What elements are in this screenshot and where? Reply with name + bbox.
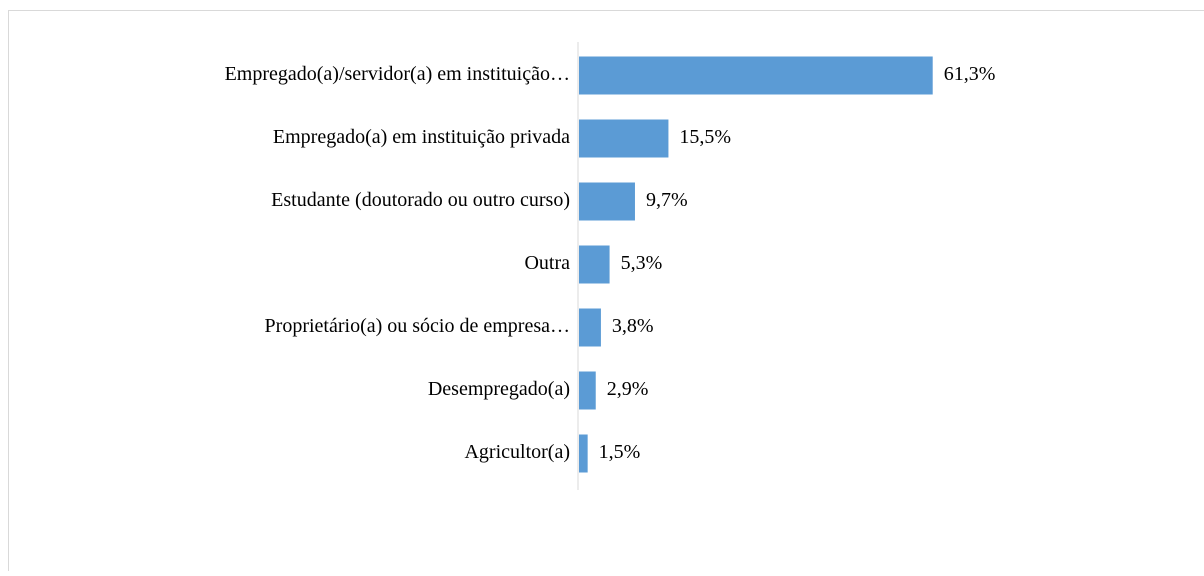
bar	[579, 57, 933, 95]
data-label: 9,7%	[646, 189, 688, 211]
bar	[579, 372, 596, 410]
category-label: Outra	[524, 252, 570, 274]
category-label: Empregado(a)/servidor(a) em instituição…	[225, 63, 570, 85]
data-label: 15,5%	[679, 126, 731, 148]
chart-frame	[9, 11, 1204, 572]
data-label: 1,5%	[599, 441, 641, 463]
category-label: Estudante (doutorado ou outro curso)	[271, 189, 570, 211]
category-label: Proprietário(a) ou sócio de empresa…	[265, 315, 570, 337]
data-label: 2,9%	[607, 378, 649, 400]
bar	[579, 246, 610, 284]
category-label: Empregado(a) em instituição privada	[273, 126, 570, 148]
category-label: Agricultor(a)	[464, 441, 570, 463]
bar	[579, 183, 635, 221]
data-label: 3,8%	[612, 315, 654, 337]
bar	[579, 309, 601, 347]
category-label: Desempregado(a)	[428, 378, 570, 400]
data-label: 61,3%	[944, 63, 996, 85]
bar	[579, 435, 588, 473]
data-label: 5,3%	[621, 252, 663, 274]
bar	[579, 120, 668, 158]
